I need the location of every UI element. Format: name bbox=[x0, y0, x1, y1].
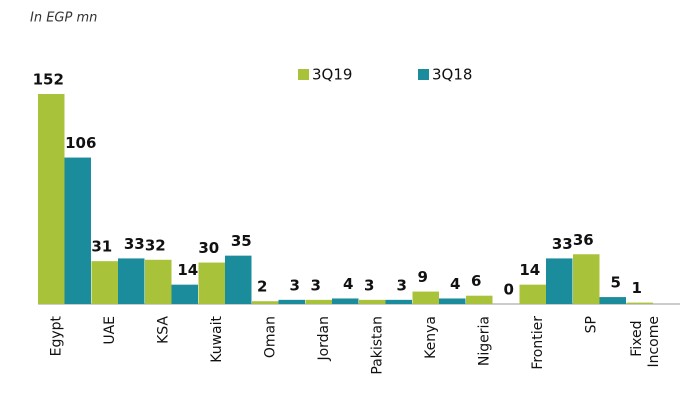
bar bbox=[466, 295, 493, 304]
data-label: 9 bbox=[418, 268, 428, 286]
data-label: 33 bbox=[552, 235, 573, 253]
legend-label: 3Q19 bbox=[312, 66, 352, 84]
data-label: 1 bbox=[632, 279, 642, 297]
x-tick-label: Pakistan bbox=[370, 316, 386, 375]
data-label: 33 bbox=[124, 235, 145, 253]
data-label: 3 bbox=[290, 276, 300, 294]
data-label: 5 bbox=[611, 274, 621, 292]
bar bbox=[64, 157, 91, 304]
data-label: 3 bbox=[364, 276, 374, 294]
data-label: 152 bbox=[33, 71, 64, 89]
bar bbox=[145, 259, 172, 304]
legend-swatch bbox=[298, 69, 309, 80]
data-label: 4 bbox=[343, 275, 353, 293]
bar bbox=[359, 299, 386, 304]
bar bbox=[225, 255, 252, 304]
data-label: 3 bbox=[311, 276, 321, 294]
bar bbox=[118, 258, 145, 304]
x-tick-label: Kenya bbox=[423, 316, 439, 359]
bar bbox=[519, 284, 546, 304]
bar bbox=[599, 297, 626, 304]
data-label: 14 bbox=[177, 261, 198, 279]
bar bbox=[198, 262, 225, 304]
data-label: 106 bbox=[65, 134, 96, 152]
bar bbox=[332, 298, 359, 304]
bar bbox=[278, 299, 305, 304]
bar bbox=[38, 94, 65, 304]
data-label: 2 bbox=[257, 278, 267, 296]
data-label: 35 bbox=[231, 232, 252, 250]
data-label: 0 bbox=[504, 281, 514, 299]
bar bbox=[439, 298, 466, 304]
x-tick-label: UAE bbox=[102, 316, 118, 345]
data-label: 30 bbox=[198, 239, 219, 257]
x-tick-label: Egypt bbox=[49, 316, 65, 357]
data-label: 36 bbox=[573, 231, 594, 249]
bar bbox=[91, 261, 118, 304]
data-label: 14 bbox=[519, 261, 540, 279]
bar bbox=[171, 284, 198, 304]
data-label: 32 bbox=[145, 236, 166, 254]
x-tick-label: KSA bbox=[156, 316, 172, 344]
data-label: 3 bbox=[397, 276, 407, 294]
bar bbox=[305, 299, 332, 304]
data-label: 31 bbox=[91, 238, 112, 256]
x-tick-label: Kuwait bbox=[209, 315, 225, 362]
bar bbox=[412, 291, 439, 304]
bar bbox=[546, 258, 573, 304]
chart-subtitle: In EGP mn bbox=[30, 11, 97, 26]
x-tick-label: Nigeria bbox=[477, 316, 493, 366]
legend-swatch bbox=[418, 69, 429, 80]
bar bbox=[385, 299, 412, 304]
x-tick-label: Fixed Income bbox=[629, 316, 662, 368]
bar bbox=[573, 254, 600, 304]
x-tick-label: Jordan bbox=[316, 316, 332, 362]
data-label: 4 bbox=[450, 275, 460, 293]
bar bbox=[252, 301, 279, 304]
legend-label: 3Q18 bbox=[432, 66, 472, 84]
x-tick-label: Oman bbox=[263, 316, 279, 358]
data-label: 6 bbox=[471, 272, 481, 290]
x-tick-label: Frontier bbox=[530, 316, 546, 370]
bar bbox=[626, 302, 653, 304]
x-tick-label: SP bbox=[584, 316, 600, 333]
